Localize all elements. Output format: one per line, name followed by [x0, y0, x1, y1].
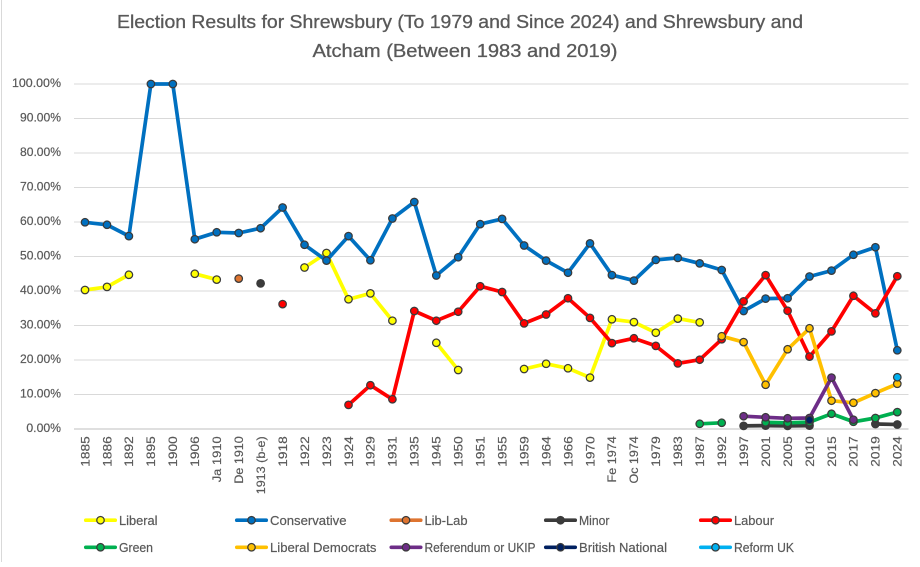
- svg-text:De 1910: De 1910: [232, 436, 246, 484]
- svg-text:1913 (b-e): 1913 (b-e): [254, 436, 268, 494]
- svg-text:1955: 1955: [495, 436, 509, 467]
- svg-text:Minor: Minor: [579, 514, 610, 528]
- svg-text:Conservative: Conservative: [270, 514, 347, 528]
- svg-text:70.00%: 70.00%: [20, 180, 61, 194]
- svg-text:2010: 2010: [803, 436, 817, 467]
- svg-text:Election Results for Shrewsbur: Election Results for Shrewsbury (To 1979…: [117, 12, 803, 32]
- svg-text:1983: 1983: [671, 436, 685, 467]
- svg-text:1951: 1951: [474, 436, 488, 467]
- svg-text:1945: 1945: [430, 436, 444, 467]
- svg-text:30.00%: 30.00%: [20, 318, 61, 332]
- svg-text:1929: 1929: [364, 436, 378, 467]
- svg-text:Oc 1974: Oc 1974: [627, 436, 641, 484]
- svg-text:British National: British National: [579, 541, 667, 555]
- svg-text:1885: 1885: [78, 436, 92, 467]
- svg-text:1892: 1892: [122, 436, 136, 467]
- svg-text:1992: 1992: [715, 436, 729, 467]
- svg-text:1923: 1923: [320, 436, 334, 467]
- svg-text:60.00%: 60.00%: [20, 214, 61, 228]
- svg-text:Liberal Democrats: Liberal Democrats: [270, 541, 377, 555]
- svg-text:Labour: Labour: [734, 514, 774, 528]
- svg-text:1935: 1935: [408, 436, 422, 467]
- svg-text:1906: 1906: [188, 436, 202, 467]
- svg-text:1931: 1931: [386, 436, 400, 467]
- svg-text:1964: 1964: [539, 436, 553, 467]
- svg-text:1900: 1900: [166, 436, 180, 467]
- svg-text:Atcham (Between 1983 and 2019): Atcham (Between 1983 and 2019): [313, 41, 618, 61]
- svg-text:1997: 1997: [737, 436, 751, 467]
- svg-text:100.00%: 100.00%: [12, 76, 61, 90]
- svg-text:Referendum or UKIP: Referendum or UKIP: [425, 541, 536, 555]
- svg-text:2019: 2019: [869, 436, 883, 467]
- svg-text:2024: 2024: [891, 436, 905, 467]
- svg-text:2017: 2017: [847, 436, 861, 467]
- svg-text:2005: 2005: [781, 436, 795, 467]
- svg-text:1970: 1970: [583, 436, 597, 467]
- svg-text:20.00%: 20.00%: [20, 352, 61, 366]
- svg-text:1924: 1924: [342, 436, 356, 467]
- svg-text:50.00%: 50.00%: [20, 249, 61, 263]
- svg-text:10.00%: 10.00%: [20, 387, 61, 401]
- svg-text:Ja 1910: Ja 1910: [210, 436, 224, 482]
- svg-text:90.00%: 90.00%: [20, 111, 61, 125]
- svg-text:1918: 1918: [276, 436, 290, 467]
- svg-text:1959: 1959: [517, 436, 531, 467]
- svg-text:80.00%: 80.00%: [20, 145, 61, 159]
- svg-text:Fe 1974: Fe 1974: [605, 436, 619, 483]
- svg-text:Green: Green: [119, 541, 153, 555]
- svg-text:2001: 2001: [759, 436, 773, 467]
- svg-text:Lib-Lab: Lib-Lab: [425, 514, 468, 528]
- svg-text:1895: 1895: [144, 436, 158, 467]
- svg-text:Liberal: Liberal: [119, 514, 158, 528]
- svg-text:1922: 1922: [298, 436, 312, 467]
- svg-text:Reform UK: Reform UK: [734, 541, 795, 555]
- svg-text:1987: 1987: [693, 436, 707, 467]
- svg-text:40.00%: 40.00%: [20, 283, 61, 297]
- svg-text:2015: 2015: [825, 436, 839, 467]
- svg-text:1886: 1886: [100, 436, 114, 467]
- svg-text:0.00%: 0.00%: [26, 421, 61, 435]
- svg-text:1950: 1950: [452, 436, 466, 467]
- svg-text:1966: 1966: [561, 436, 575, 467]
- svg-text:1979: 1979: [649, 436, 663, 467]
